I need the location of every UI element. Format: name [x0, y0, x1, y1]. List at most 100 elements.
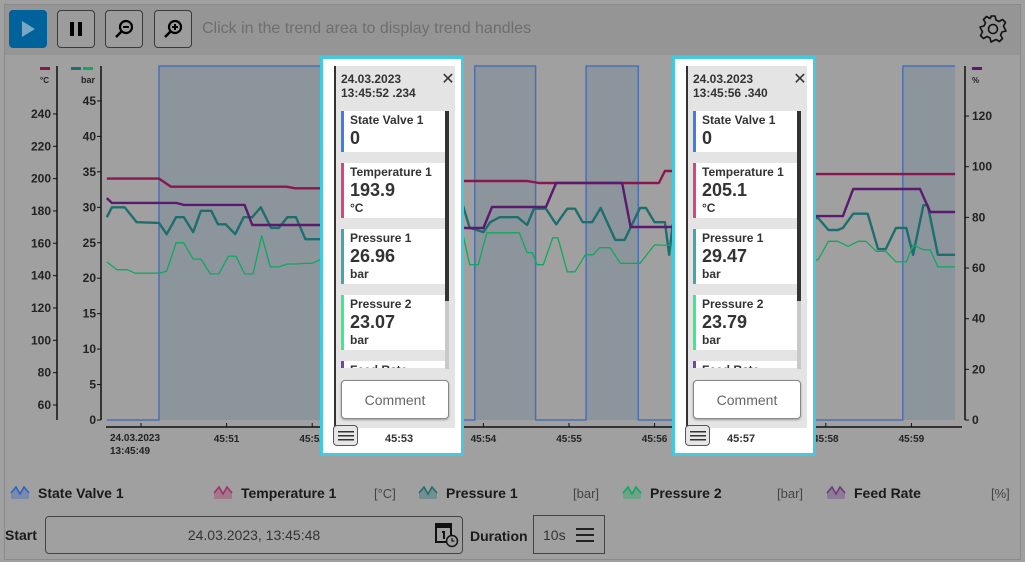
- time-tick-label-2: 13:45:49: [110, 446, 150, 457]
- temp-tick-label: 200: [31, 172, 51, 186]
- series-name: Pressure 2: [350, 297, 412, 311]
- series-value: 26.96: [350, 246, 396, 266]
- pct-tick-label: 40: [972, 312, 986, 326]
- calendar-clock-icon[interactable]: [434, 522, 460, 548]
- start-label: Start: [5, 527, 37, 543]
- cursor-line[interactable]: [686, 66, 688, 431]
- trend-chart[interactable]: 6080100120140160180200220240051015202530…: [0, 0, 1025, 470]
- cursor-handle-button[interactable]: [685, 425, 710, 446]
- settings-gear-icon[interactable]: [978, 14, 1008, 44]
- series-value: 205.1: [702, 180, 748, 200]
- series-unit: bar: [702, 333, 721, 347]
- series-value: 23.07: [350, 312, 396, 332]
- tooltip-value-card: Pressure 2 23.79 bar: [693, 295, 797, 350]
- series-unit: bar: [350, 333, 369, 347]
- series-area-icon: [213, 485, 233, 499]
- time-tick-label: 45:53: [385, 433, 414, 445]
- menu-icon: [689, 430, 706, 440]
- series-name: Pressure 1: [702, 231, 764, 245]
- comment-button[interactable]: Comment: [693, 380, 801, 419]
- temp-tick-label: 140: [31, 269, 51, 283]
- tooltip-timestamp: 24.03.2023 13:45:52 .234: [341, 72, 437, 100]
- scrollbar-thumb[interactable]: [445, 111, 449, 301]
- series-unit: bar: [702, 267, 721, 281]
- bar-tick-label: 40: [83, 129, 97, 143]
- play-icon: [22, 21, 35, 37]
- legend-item[interactable]: State Valve 1: [10, 485, 124, 501]
- legend-unit: [°C]: [374, 486, 396, 501]
- pct-axis-swatch: [972, 67, 982, 70]
- series-value: 193.9: [350, 180, 396, 200]
- tooltip-values-list[interactable]: State Valve 1 0 Temperature 1 193.9 °C Pressu…: [341, 111, 445, 368]
- series-unit: bar: [350, 267, 369, 281]
- legend-item[interactable]: Feed Rate: [826, 485, 921, 501]
- valve-open-region: [902, 66, 956, 420]
- bar-tick-label: 45: [83, 94, 97, 108]
- tooltip-date: 24.03.2023: [341, 72, 402, 86]
- tooltip-value-card: Pressure 1 26.96 bar: [341, 229, 445, 284]
- valve-open-region: [474, 66, 536, 420]
- temp-tick-label: 100: [31, 333, 51, 347]
- cursor-line[interactable]: [334, 66, 336, 431]
- temp-tick-label: 220: [31, 139, 51, 153]
- cursor-handle-button[interactable]: [333, 425, 358, 446]
- series-name: Feed Rate: [702, 363, 797, 368]
- scrollbar-thumb[interactable]: [797, 111, 801, 301]
- time-tick-label: 45:52: [299, 434, 325, 445]
- legend-label: Temperature 1: [241, 485, 337, 501]
- zoom-in-icon: [164, 19, 183, 38]
- hint-text: Click in the trend area to display trend…: [202, 20, 532, 37]
- tooltip-timestamp: 24.03.2023 13:45:56 .340: [693, 72, 789, 100]
- tooltip-time: 13:45:56 .340: [693, 86, 768, 100]
- tooltip-date: 24.03.2023: [693, 72, 754, 86]
- close-icon[interactable]: ✕: [441, 71, 455, 88]
- legend-label: State Valve 1: [38, 485, 124, 501]
- valve-open-region: [158, 66, 321, 420]
- tooltip-value-card: Pressure 2 23.07 bar: [341, 295, 445, 350]
- legend-label: Pressure 2: [650, 485, 722, 501]
- tooltip-value-card: Feed Rate: [693, 361, 797, 368]
- series-value: 23.79: [702, 312, 748, 332]
- pressure2-axis-swatch: [83, 67, 93, 70]
- pct-axis-unit: %: [972, 76, 979, 85]
- comment-button[interactable]: Comment: [341, 380, 449, 419]
- series-name: State Valve 1: [350, 113, 424, 127]
- legend-unit: [bar]: [777, 486, 804, 501]
- start-value: 24.03.2023, 13:45:48: [187, 527, 321, 543]
- menu-icon: [337, 430, 354, 440]
- legend-unit: [%]: [991, 486, 1010, 501]
- bar-tick-label: 0: [89, 413, 96, 427]
- tooltip-values-list[interactable]: State Valve 1 0 Temperature 1 205.1 °C Pressu…: [693, 111, 797, 368]
- legend-item[interactable]: Temperature 1: [213, 485, 336, 501]
- series-name: Temperature 1: [702, 165, 784, 179]
- legend-unit: [bar]: [573, 486, 600, 501]
- pct-tick-label: 100: [972, 160, 992, 174]
- legend-item[interactable]: Pressure 1: [418, 485, 518, 501]
- tooltip-value-card: Pressure 1 29.47 bar: [693, 229, 797, 284]
- play-button[interactable]: [9, 10, 47, 48]
- start-datetime-input[interactable]: 24.03.2023, 13:45:48: [45, 516, 463, 554]
- pause-button[interactable]: [57, 10, 95, 48]
- bar-tick-label: 35: [83, 165, 97, 179]
- series-area-icon: [10, 485, 30, 499]
- legend-label: Feed Rate: [854, 485, 921, 501]
- close-icon[interactable]: ✕: [793, 71, 807, 88]
- bar-tick-label: 30: [83, 200, 97, 214]
- duration-value: 10s: [543, 526, 566, 543]
- time-tick-label: 45:58: [813, 434, 839, 445]
- legend-item[interactable]: Pressure 2: [622, 485, 722, 501]
- pct-tick-label: 60: [972, 261, 986, 275]
- temp-axis-unit: °C: [40, 76, 49, 85]
- duration-select[interactable]: 10s: [533, 515, 605, 554]
- series-value: 29.47: [702, 246, 748, 266]
- series-name: Feed Rate: [350, 363, 445, 368]
- legend-label: Pressure 1: [446, 485, 518, 501]
- series-area-icon: [622, 485, 642, 499]
- zoom-in-button[interactable]: [154, 10, 192, 48]
- zoom-out-button[interactable]: [105, 10, 143, 48]
- series-line-pressure-1: [105, 203, 956, 257]
- pct-tick-label: 20: [972, 362, 986, 376]
